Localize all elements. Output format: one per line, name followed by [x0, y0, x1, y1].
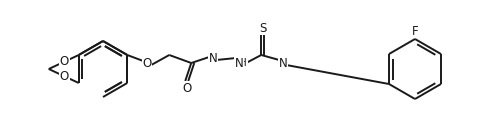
Text: S: S — [258, 22, 266, 35]
Text: H: H — [209, 55, 217, 65]
Text: H: H — [239, 58, 247, 68]
Text: O: O — [60, 70, 69, 83]
Text: F: F — [411, 25, 417, 38]
Text: O: O — [142, 56, 151, 69]
Text: N: N — [209, 52, 217, 65]
Text: O: O — [182, 82, 191, 95]
Text: O: O — [60, 55, 69, 68]
Text: H: H — [279, 59, 287, 69]
Text: N: N — [278, 56, 287, 69]
Text: N: N — [234, 56, 243, 69]
